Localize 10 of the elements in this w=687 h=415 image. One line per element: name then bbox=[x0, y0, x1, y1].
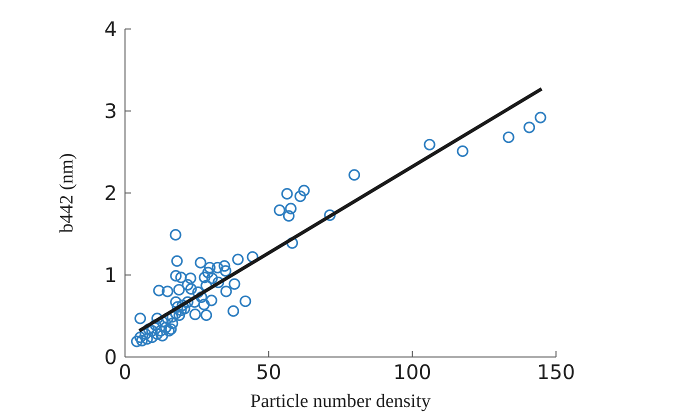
x-tick-label: 100 bbox=[393, 360, 432, 384]
y-tick-label: 4 bbox=[104, 17, 117, 42]
x-tick-label: 150 bbox=[536, 360, 576, 384]
y-tick-label: 1 bbox=[104, 263, 117, 288]
y-tick-label: 0 bbox=[104, 345, 117, 370]
y-tick-label: 2 bbox=[104, 181, 117, 206]
y-axis-title: b442 (nm) bbox=[56, 153, 78, 233]
y-tick-label: 3 bbox=[104, 99, 117, 124]
x-axis-title: Particle number density bbox=[250, 391, 432, 412]
x-tick-label: 50 bbox=[256, 360, 282, 384]
